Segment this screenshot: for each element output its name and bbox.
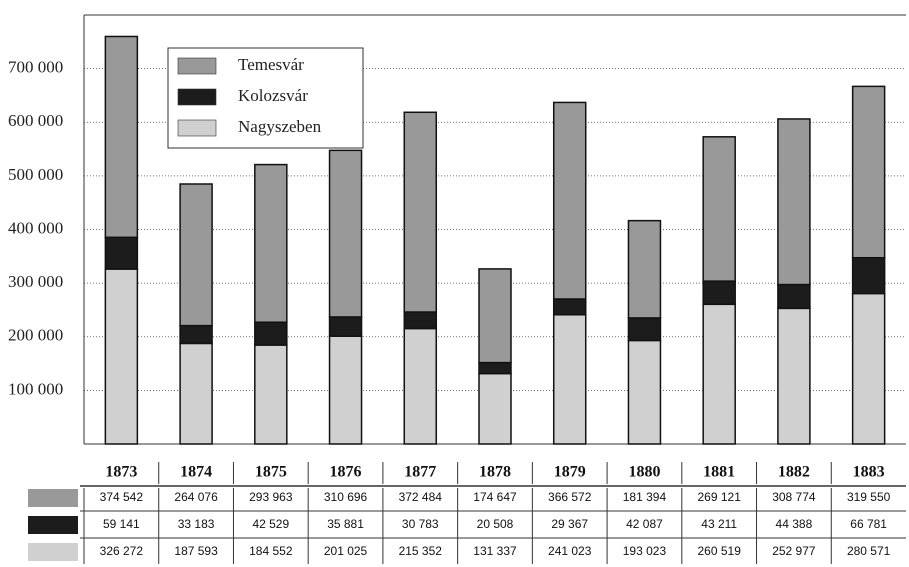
table-year: 1878 (479, 464, 511, 481)
table-value: 215 352 (399, 544, 443, 558)
legend-label: Temesvár (238, 55, 304, 74)
table-value: 252 977 (772, 544, 816, 558)
bar-segment (104, 35, 139, 239)
bar-segment (777, 118, 811, 286)
table-value: 174 647 (473, 490, 517, 504)
bar-segment (627, 317, 662, 342)
table-year: 1876 (330, 464, 362, 481)
table-value: 42 529 (252, 517, 289, 531)
y-tick-label: 300 000 (8, 272, 63, 291)
table-value: 260 519 (697, 544, 741, 558)
table-value: 372 484 (399, 490, 443, 504)
table-value: 280 571 (847, 544, 891, 558)
bar-segment (702, 136, 736, 282)
table-swatch (28, 516, 78, 534)
bar-segment (179, 183, 213, 327)
bar-segment (328, 335, 363, 445)
bar-segment (104, 236, 139, 270)
bar-segment (627, 339, 662, 445)
table-value: 59 141 (103, 517, 140, 531)
bar-segment (179, 324, 213, 345)
table-swatch (28, 489, 78, 507)
table-value: 30 783 (402, 517, 439, 531)
y-tick-label: 400 000 (8, 218, 63, 237)
bar-segment (179, 342, 213, 445)
bar-segment (851, 292, 886, 445)
table-year: 1874 (180, 464, 212, 481)
table-value: 29 367 (551, 517, 588, 531)
y-tick-label: 600 000 (8, 111, 63, 130)
table-value: 241 023 (548, 544, 592, 558)
table-value: 187 593 (174, 544, 218, 558)
table-value: 20 508 (477, 517, 514, 531)
table-value: 374 542 (100, 490, 144, 504)
bar-segment (552, 101, 587, 300)
table-value: 184 552 (249, 544, 293, 558)
bar-segment (104, 268, 139, 445)
y-tick-label: 500 000 (8, 165, 63, 184)
table-value: 201 025 (324, 544, 368, 558)
table-value: 42 087 (626, 517, 663, 531)
legend-label: Nagyszeben (238, 117, 322, 136)
table-swatch (28, 543, 78, 561)
table-year: 1880 (628, 464, 660, 481)
table-value: 308 774 (772, 490, 816, 504)
bar-segment (702, 303, 736, 445)
table-year: 1879 (554, 464, 586, 481)
table-year: 1873 (105, 464, 137, 481)
table-year: 1882 (778, 464, 810, 481)
table-value: 269 121 (697, 490, 741, 504)
legend-swatch (177, 57, 217, 75)
table-value: 366 572 (548, 490, 592, 504)
bar-segment (851, 85, 886, 259)
table-value: 326 272 (100, 544, 144, 558)
table-value: 43 211 (701, 517, 737, 531)
bar-segment (851, 256, 886, 295)
bar-segment (627, 219, 662, 319)
table-year: 1881 (703, 464, 735, 481)
bar-segment (777, 283, 811, 310)
table-value: 66 781 (850, 517, 887, 531)
table-value: 293 963 (249, 490, 293, 504)
bar-segment (254, 344, 288, 445)
bar-segment (254, 321, 288, 346)
table-year: 1875 (255, 464, 287, 481)
table-value: 35 881 (327, 517, 364, 531)
legend-swatch (177, 119, 217, 137)
bar-segment (478, 268, 512, 364)
legend-swatch (177, 88, 217, 106)
bar-segment (702, 280, 736, 306)
bar-segment (777, 307, 811, 445)
y-tick-label: 100 000 (8, 379, 63, 398)
bar-segment (328, 316, 363, 337)
y-tick-label: 200 000 (8, 326, 63, 345)
bar-segment (403, 311, 438, 330)
bar-segment (403, 111, 438, 313)
table-value: 33 183 (178, 517, 215, 531)
table-value: 193 023 (623, 544, 667, 558)
table-value: 131 337 (473, 544, 517, 558)
table-value: 181 394 (623, 490, 667, 504)
y-tick-label: 700 000 (8, 58, 63, 77)
table-value: 44 388 (776, 517, 813, 531)
bar-segment (552, 314, 587, 445)
table-year: 1883 (853, 464, 885, 481)
table-value: 319 550 (847, 490, 891, 504)
table-year: 1877 (404, 464, 436, 481)
bar-segment (254, 163, 288, 323)
table-value: 264 076 (174, 490, 218, 504)
bar-segment (478, 372, 512, 445)
bar-segment (478, 361, 512, 375)
bar-segment (328, 149, 363, 318)
bar-segment (403, 327, 438, 445)
legend-label: Kolozsvár (238, 86, 308, 105)
bar-segment (552, 298, 587, 316)
table-value: 310 696 (324, 490, 368, 504)
